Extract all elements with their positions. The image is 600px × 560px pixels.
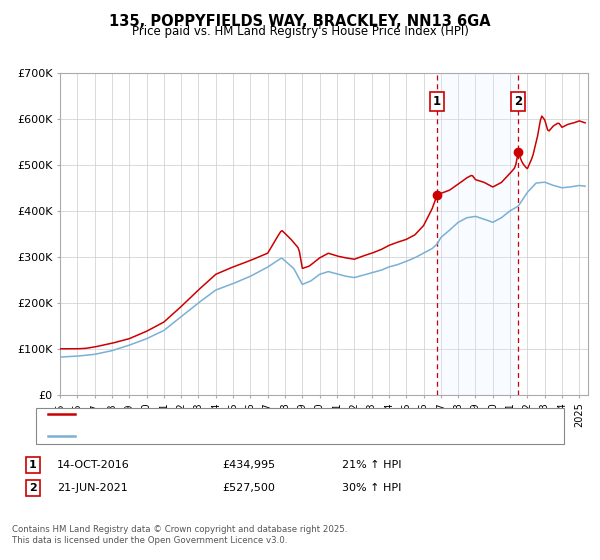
Text: £527,500: £527,500 — [222, 483, 275, 493]
Text: 2: 2 — [29, 483, 37, 493]
Bar — [437, 73, 518, 395]
Text: 135, POPPYFIELDS WAY, BRACKLEY, NN13 6GA (detached house): 135, POPPYFIELDS WAY, BRACKLEY, NN13 6GA… — [79, 409, 415, 419]
Text: Price paid vs. HM Land Registry's House Price Index (HPI): Price paid vs. HM Land Registry's House … — [131, 25, 469, 38]
Text: 30% ↑ HPI: 30% ↑ HPI — [342, 483, 401, 493]
Text: £434,995: £434,995 — [222, 460, 275, 470]
Text: 21% ↑ HPI: 21% ↑ HPI — [342, 460, 401, 470]
Text: 1: 1 — [29, 460, 37, 470]
Text: 135, POPPYFIELDS WAY, BRACKLEY, NN13 6GA: 135, POPPYFIELDS WAY, BRACKLEY, NN13 6GA — [109, 14, 491, 29]
Text: 2: 2 — [514, 95, 522, 108]
Text: 14-OCT-2016: 14-OCT-2016 — [57, 460, 130, 470]
Text: 21-JUN-2021: 21-JUN-2021 — [57, 483, 128, 493]
Text: HPI: Average price, detached house, West Northamptonshire: HPI: Average price, detached house, West… — [79, 431, 396, 441]
Text: Contains HM Land Registry data © Crown copyright and database right 2025.
This d: Contains HM Land Registry data © Crown c… — [12, 525, 347, 545]
Text: 1: 1 — [433, 95, 441, 108]
